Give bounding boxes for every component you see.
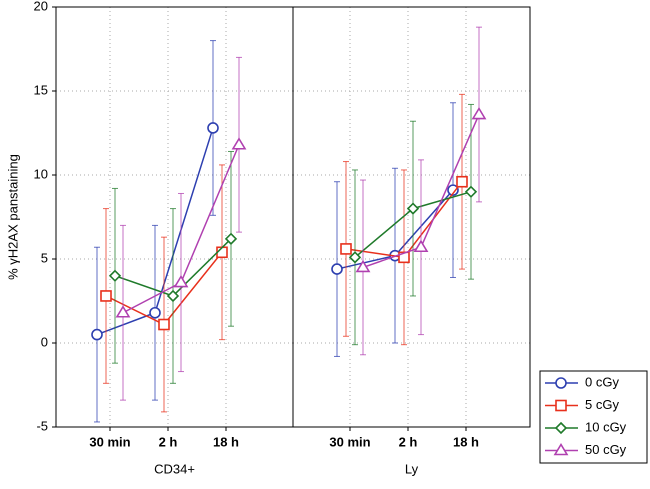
marker [456, 175, 468, 188]
marker [555, 399, 567, 412]
marker [207, 122, 219, 134]
legend-label: 50 cGy [585, 442, 627, 457]
legend-label: 5 cGy [585, 397, 619, 412]
x-axis-label: CD34+ [154, 461, 195, 476]
marker [464, 185, 478, 198]
marker [406, 202, 420, 215]
y-tick-label: 0 [41, 334, 48, 349]
x-tick-label: 30 min [329, 434, 370, 449]
y-tick-label: -5 [36, 418, 48, 433]
marker [553, 442, 569, 456]
marker [331, 263, 343, 275]
marker [166, 289, 180, 303]
x-tick-label: 2 h [159, 434, 178, 449]
plot-frame [292, 6, 531, 428]
marker [115, 305, 131, 318]
y-tick-label: 15 [34, 82, 48, 97]
marker [149, 306, 161, 319]
marker [348, 251, 362, 264]
marker [554, 421, 568, 435]
marker [340, 243, 352, 255]
x-tick-label: 30 min [89, 434, 130, 449]
marker [398, 251, 410, 264]
y-axis-label: % γH2AX panstaining [5, 154, 20, 280]
marker [471, 106, 487, 120]
marker [216, 246, 228, 259]
marker [555, 377, 567, 389]
marker [224, 232, 238, 245]
marker [91, 328, 103, 341]
marker [447, 184, 459, 196]
x-tick-label: 18 h [213, 434, 239, 449]
marker [100, 290, 112, 302]
y-tick-label: 5 [41, 250, 48, 265]
marker [158, 318, 170, 331]
y-tick-label: 20 [34, 0, 48, 13]
marker [355, 259, 371, 273]
x-axis-label: Ly [405, 461, 419, 476]
marker [231, 137, 247, 150]
legend-label: 0 cGy [585, 374, 619, 389]
x-tick-label: 18 h [453, 434, 479, 449]
marker [173, 274, 189, 288]
legend-label: 10 cGy [585, 419, 627, 434]
x-tick-label: 2 h [399, 434, 418, 449]
y-tick-label: 10 [34, 166, 48, 181]
plot-frame [55, 6, 294, 428]
marker [108, 269, 122, 282]
marker [413, 239, 429, 253]
